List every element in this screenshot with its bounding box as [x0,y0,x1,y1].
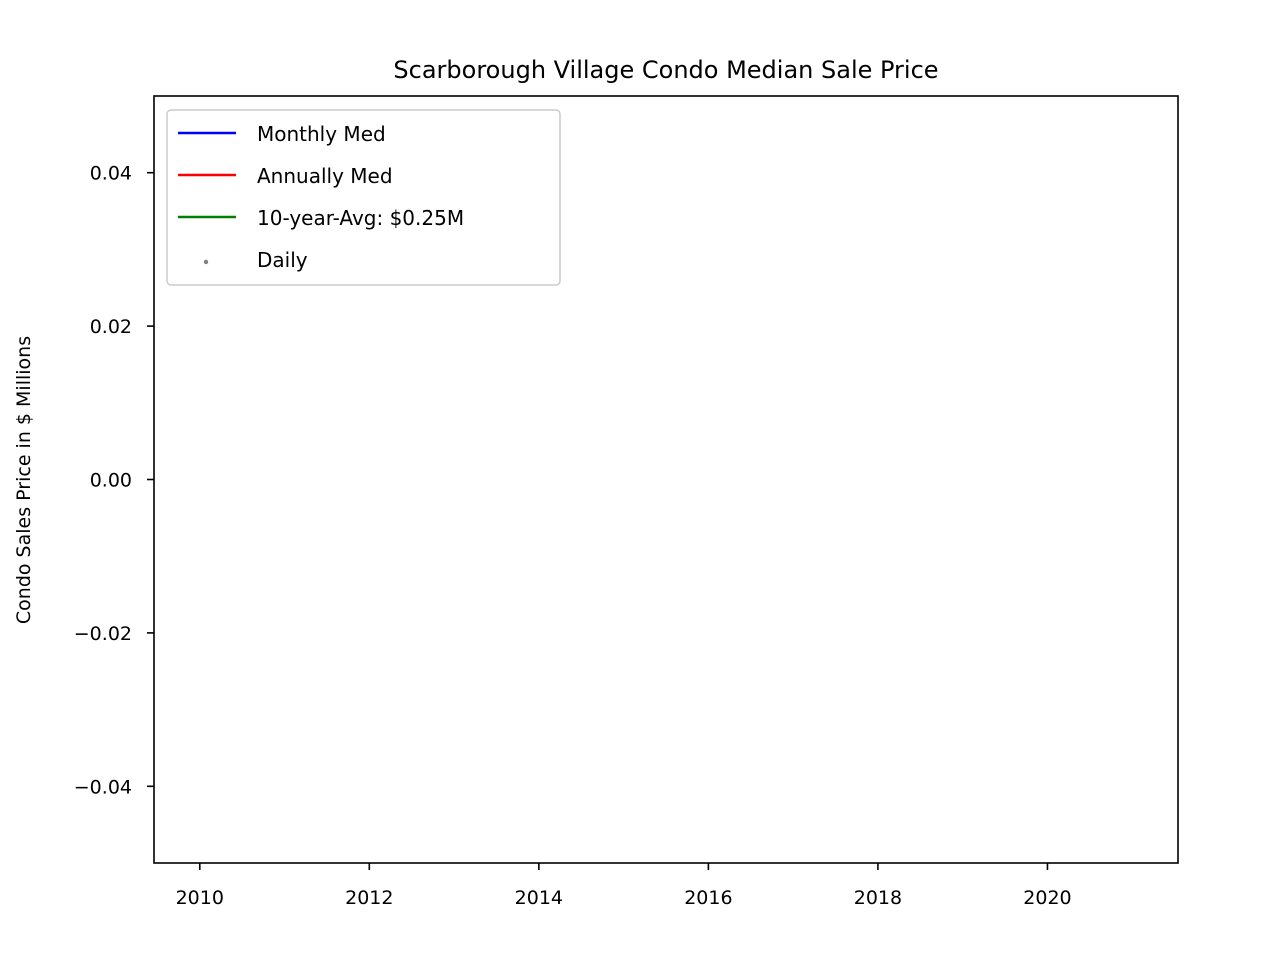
x-tick-label: 2014 [515,887,563,909]
x-tick-label: 2012 [345,887,393,909]
chart-title: Scarborough Village Condo Median Sale Pr… [393,56,938,84]
y-tick-label: −0.02 [74,623,132,645]
legend-box [166,109,561,286]
legend-label: Daily [257,248,308,272]
y-axis-label: Condo Sales Price in $ Millions [13,336,35,624]
plot-frame [153,95,1179,864]
legend: Monthly Med Annually Med 10-year-Avg: $0.2… [166,109,561,286]
x-tick-label: 2016 [684,887,732,909]
legend-label: Monthly Med [257,122,386,146]
x-axis: 2010 2012 2014 2016 2018 2020 [176,863,1072,909]
x-tick-label: 2010 [176,887,224,909]
legend-label: 10-year-Avg: $0.25M [257,206,464,230]
legend-marker-daily [203,259,209,265]
x-tick-label: 2018 [854,887,902,909]
y-axis: 0.04 0.02 0.00 −0.02 −0.04 [74,163,154,798]
y-tick-label: 0.02 [90,316,132,338]
y-tick-label: 0.04 [90,163,132,185]
legend-label: Annually Med [257,164,393,188]
y-tick-label: 0.00 [90,470,132,492]
x-tick-label: 2020 [1023,887,1071,909]
y-tick-label: −0.04 [74,776,132,798]
